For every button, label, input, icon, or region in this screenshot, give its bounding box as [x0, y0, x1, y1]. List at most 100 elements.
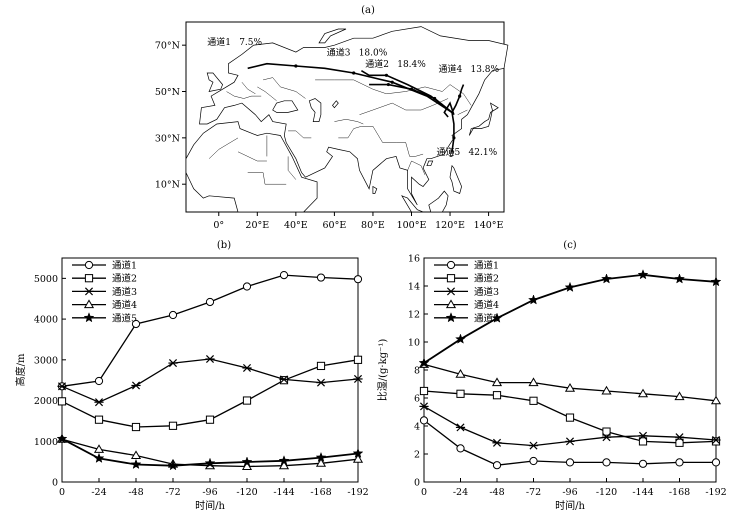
data-point [316, 361, 326, 371]
marker-stroke [638, 431, 648, 440]
data-point [565, 437, 575, 446]
border [208, 137, 239, 159]
x-tick-label: -48 [128, 487, 143, 498]
x-axis-label: 时间/h [195, 499, 225, 512]
series-line [61, 274, 359, 387]
trajectory-point [433, 96, 437, 101]
x-tick-label: -168 [669, 487, 690, 498]
data-point [492, 461, 502, 470]
lake [308, 98, 322, 122]
channel-pct: 7.5% [239, 38, 262, 48]
data-point [316, 273, 326, 282]
y-tick-label: 16 [408, 254, 420, 265]
data-point [418, 357, 430, 368]
data-point [455, 423, 466, 432]
landmass [206, 72, 224, 92]
data-point [353, 355, 363, 364]
panel-b-label: (b) [217, 240, 231, 251]
x-tick-label: -72 [165, 487, 180, 498]
lon-tick-label: 140°E [474, 220, 504, 231]
marker-stroke [57, 382, 67, 391]
data-point [419, 386, 429, 396]
channel-pct: 42.1% [469, 148, 498, 158]
legend-label: 通道4 [112, 299, 137, 311]
marker-stroke [279, 375, 289, 384]
lon-tick-label: 40°E [284, 220, 308, 231]
border [237, 151, 267, 162]
y-tick-label: 0 [414, 478, 420, 489]
lon-tick-label: 80°E [361, 220, 385, 231]
landmass [468, 102, 499, 136]
landmass [318, 28, 347, 44]
border [288, 130, 312, 139]
series-1 [57, 271, 363, 391]
border [334, 119, 364, 125]
panel-c-label: (c) [563, 240, 577, 251]
y-tick-label: 5000 [34, 274, 58, 285]
map-axis-ticks: 70°N 50°N 30°N 10°N 0° 20°E 40°E 60°E 80°E 100°E 1… [155, 41, 504, 231]
data-point [241, 461, 253, 471]
data-point [130, 450, 142, 460]
humidity-chart: 0 2 4 6 8 10 12 14 16 0 -24 -48 -72 -96 -120 -144 -168 -1… [377, 254, 727, 513]
marker-stroke [316, 378, 326, 387]
data-point [131, 381, 141, 390]
data-point [455, 333, 466, 344]
channel-name: 通道5 [437, 146, 461, 158]
data-point [564, 281, 576, 292]
series-line [61, 358, 359, 403]
trajectory-point [458, 94, 462, 98]
legend-marker [446, 287, 456, 296]
data-point [565, 413, 575, 422]
lat-tick-label: 30°N [155, 133, 180, 144]
data-point [353, 374, 363, 383]
data-point [455, 369, 466, 378]
channel-pct: 13.8% [470, 65, 499, 75]
data-point [711, 435, 721, 445]
marker-stroke [711, 435, 721, 445]
landmass [428, 190, 449, 213]
channel-name: 通道3 [327, 47, 351, 59]
marker-stroke [131, 381, 141, 390]
trajectory-lines [247, 62, 465, 152]
border [457, 109, 468, 115]
data-point [602, 458, 611, 467]
legend-marker [84, 274, 94, 283]
marker-stroke [84, 287, 94, 296]
x-tick-label: -192 [347, 487, 368, 498]
data-point [279, 375, 289, 384]
lake [332, 100, 339, 109]
y-tick-label: 10 [408, 338, 420, 349]
data-point [168, 359, 178, 368]
y-tick-label: 2000 [34, 396, 58, 407]
x-axis-label: 时间/h [555, 499, 585, 512]
legend-marker [84, 287, 94, 296]
marker-stroke [94, 398, 104, 407]
legend-label: 通道2 [474, 273, 499, 285]
data-point [242, 282, 252, 291]
data-point [204, 457, 216, 468]
marker-stroke [675, 433, 684, 442]
data-point [637, 269, 649, 280]
legend-label: 通道3 [474, 286, 499, 298]
series-line [423, 363, 717, 402]
series-line [423, 405, 717, 447]
data-point [130, 458, 142, 470]
channel-pct: 18.0% [359, 49, 388, 59]
data-point [131, 319, 141, 329]
data-point [710, 395, 722, 405]
y-tick-label: 3000 [34, 355, 58, 366]
landmass [199, 26, 509, 206]
lat-tick-label: 10°N [155, 180, 180, 191]
height-chart: 0 1000 2000 3000 4000 5000 0 -24 -48 -72 -96 -120 -1… [14, 257, 369, 512]
data-point [168, 421, 178, 430]
landmass [401, 195, 424, 213]
border [287, 156, 297, 180]
x-tick-label: -120 [596, 487, 617, 498]
data-point [242, 363, 252, 372]
lat-tick-label: 70°N [155, 41, 180, 52]
data-point [710, 276, 722, 287]
data-point [316, 378, 326, 387]
data-point [167, 459, 179, 471]
